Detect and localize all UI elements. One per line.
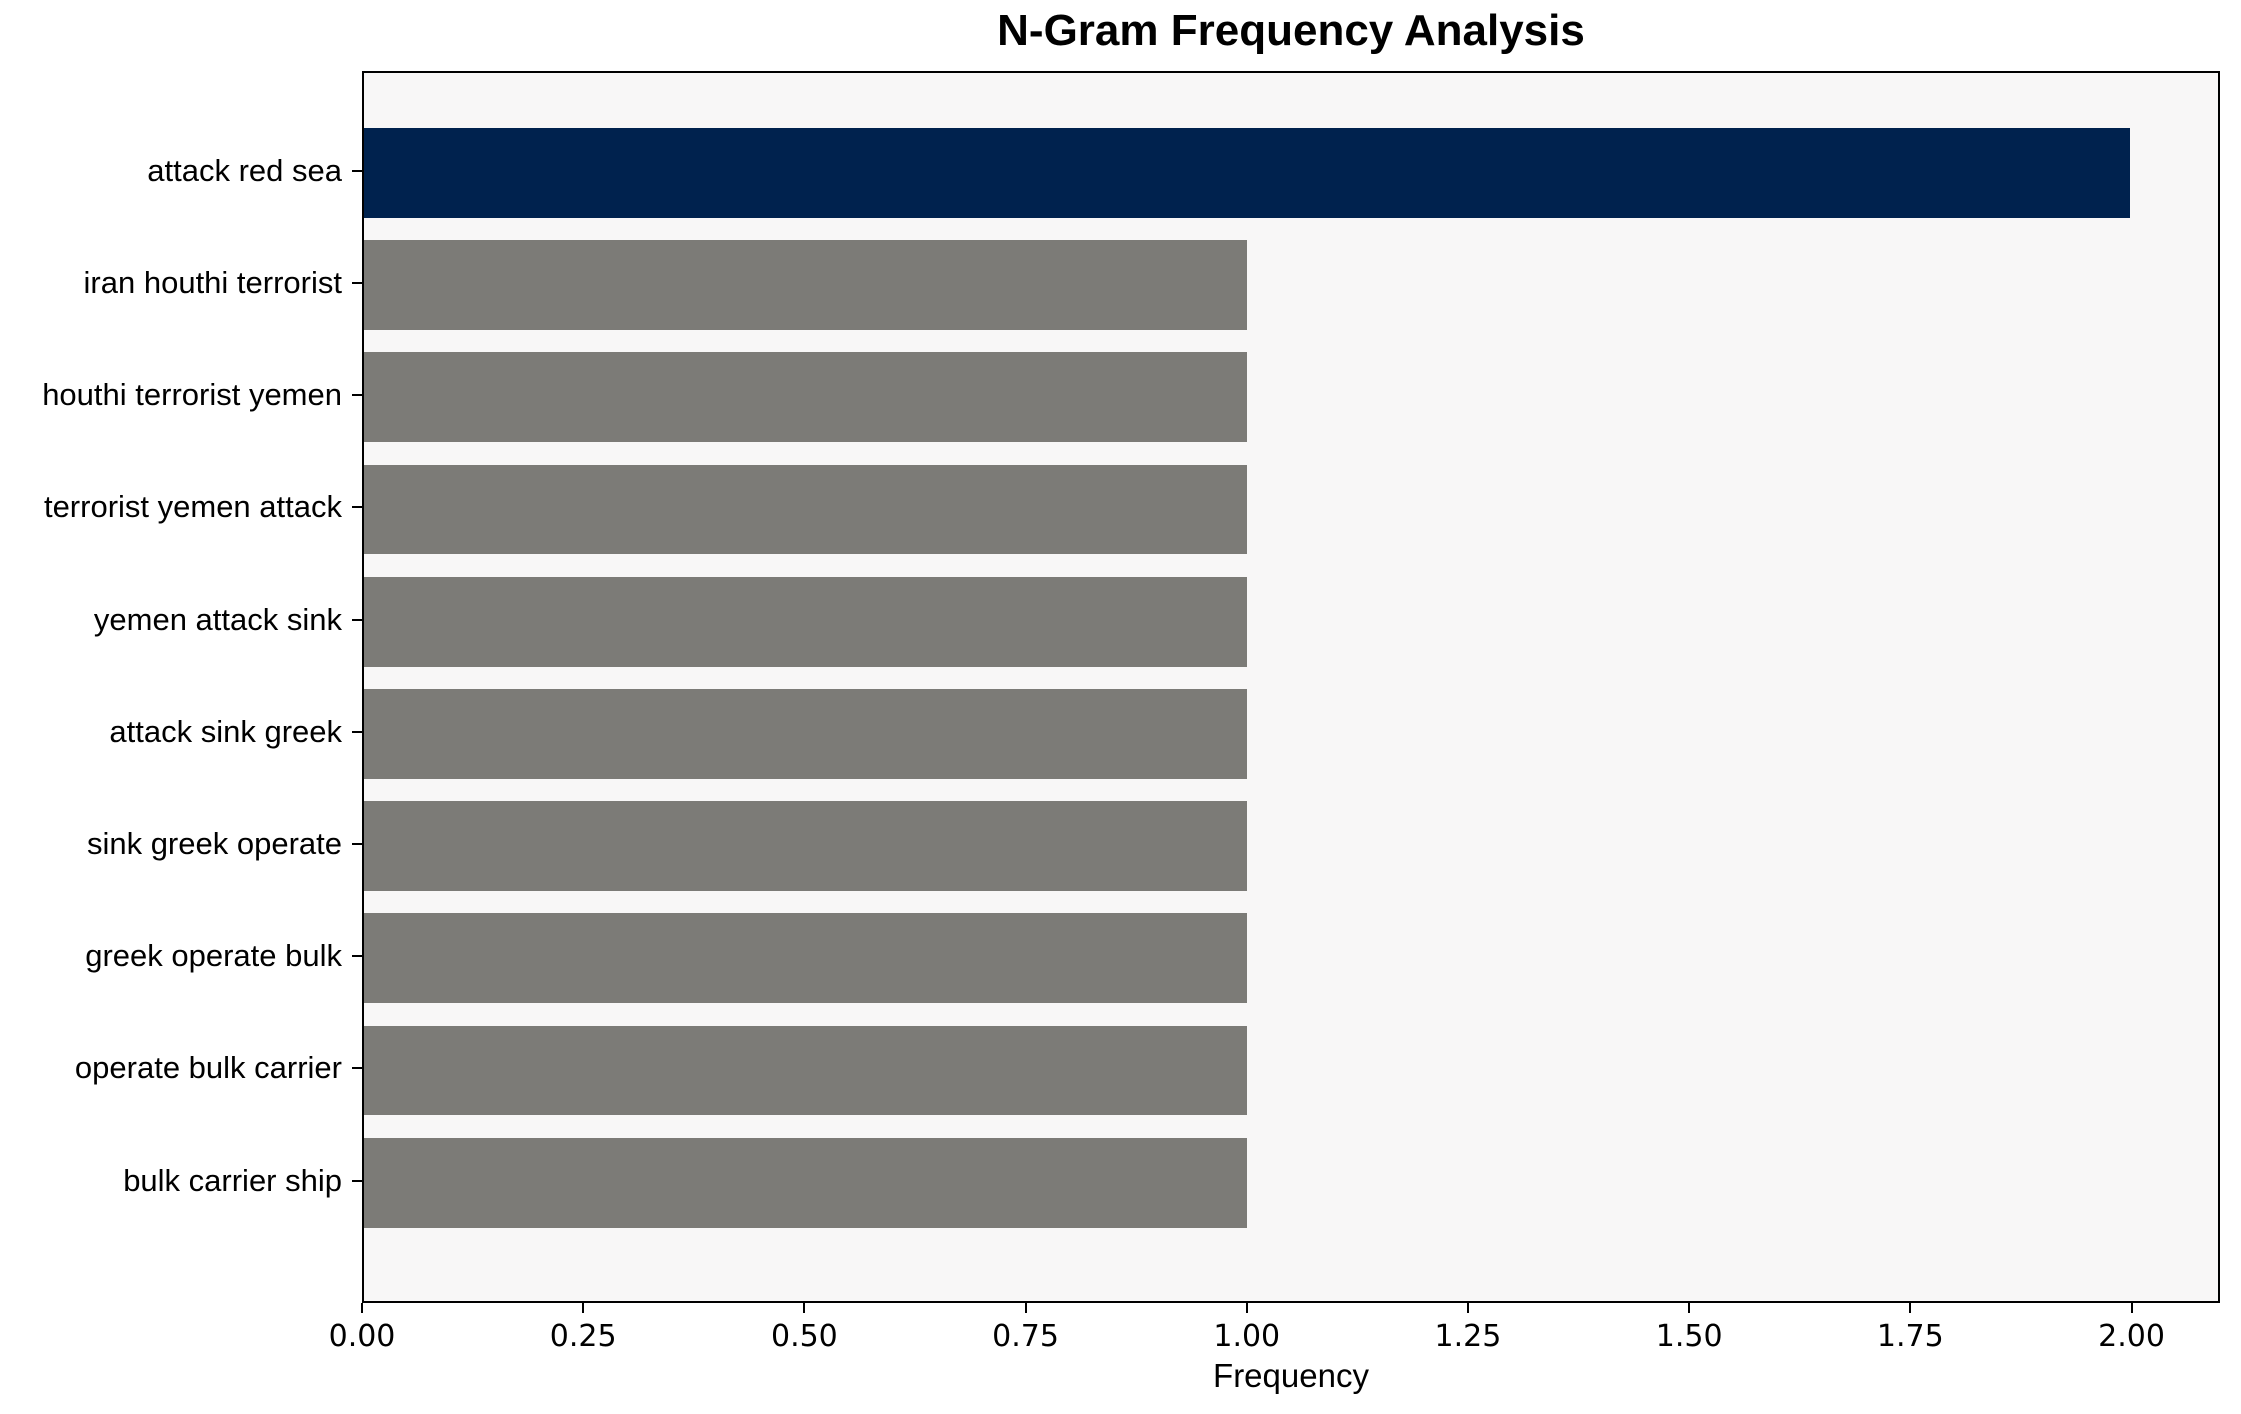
x-tick-mark [2130, 1303, 2133, 1313]
y-tick-label: iran houthi terrorist [83, 265, 342, 301]
x-tick-mark [1909, 1303, 1912, 1313]
x-tick-mark [361, 1303, 363, 1313]
bar-operate-bulk-carrier [364, 1025, 1247, 1116]
y-tick-label: terrorist yemen attack [43, 489, 342, 525]
y-tick-label: attack red sea [147, 152, 342, 188]
y-tick-label: houthi terrorist yemen [42, 377, 342, 413]
bar-attack-sink-greek [364, 689, 1247, 779]
x-tick-mark [1245, 1303, 1248, 1313]
y-tick-label: bulk carrier ship [123, 1162, 342, 1198]
y-tick-mark [352, 618, 362, 621]
y-tick-mark [352, 282, 362, 285]
y-tick-mark [352, 843, 362, 846]
x-tick-label: 0.25 [549, 1319, 617, 1354]
y-tick-label: operate bulk carrier [74, 1050, 342, 1086]
y-tick-mark [352, 955, 362, 958]
x-tick-mark [1024, 1303, 1027, 1313]
x-axis-label: Frequency [1213, 1357, 1369, 1394]
y-tick-mark [352, 1179, 362, 1182]
x-tick-label: 0.50 [770, 1319, 838, 1354]
y-tick-mark [352, 730, 362, 733]
y-tick-mark [352, 169, 362, 172]
y-tick-mark [352, 394, 362, 397]
bar-iran-houthi-terrorist [364, 240, 1247, 330]
chart-title: N-Gram Frequency Analysis [997, 6, 1585, 55]
x-tick-mark [803, 1303, 806, 1313]
plot-area [362, 71, 2220, 1303]
y-tick-label: attack sink greek [109, 713, 342, 749]
y-tick-mark [352, 506, 362, 509]
x-tick-mark [1466, 1303, 1469, 1313]
y-tick-label: sink greek operate [86, 826, 342, 862]
y-tick-mark [352, 1067, 362, 1070]
x-tick-label: 1.50 [1655, 1319, 1723, 1354]
bar-houthi-terrorist-yemen [364, 352, 1247, 443]
x-tick-label: 1.75 [1876, 1319, 1944, 1354]
y-tick-label: yemen attack sink [93, 601, 342, 637]
bar-yemen-attack-sink [364, 576, 1247, 667]
x-tick-label: 1.00 [1213, 1319, 1281, 1354]
y-tick-label: greek operate bulk [85, 938, 342, 974]
bar-greek-operate-bulk [364, 913, 1247, 1004]
bar-sink-greek-operate [364, 801, 1247, 891]
bar-attack-red-sea [364, 127, 2130, 218]
bar-terrorist-yemen-attack [364, 464, 1247, 555]
x-tick-mark [582, 1303, 585, 1313]
bar-bulk-carrier-ship [364, 1137, 1247, 1228]
x-tick-label: 1.25 [1434, 1319, 1502, 1354]
x-tick-label: 0.00 [328, 1319, 396, 1354]
x-tick-label: 0.75 [992, 1319, 1059, 1354]
x-tick-mark [1688, 1303, 1691, 1313]
x-tick-label: 2.00 [2098, 1319, 2165, 1354]
